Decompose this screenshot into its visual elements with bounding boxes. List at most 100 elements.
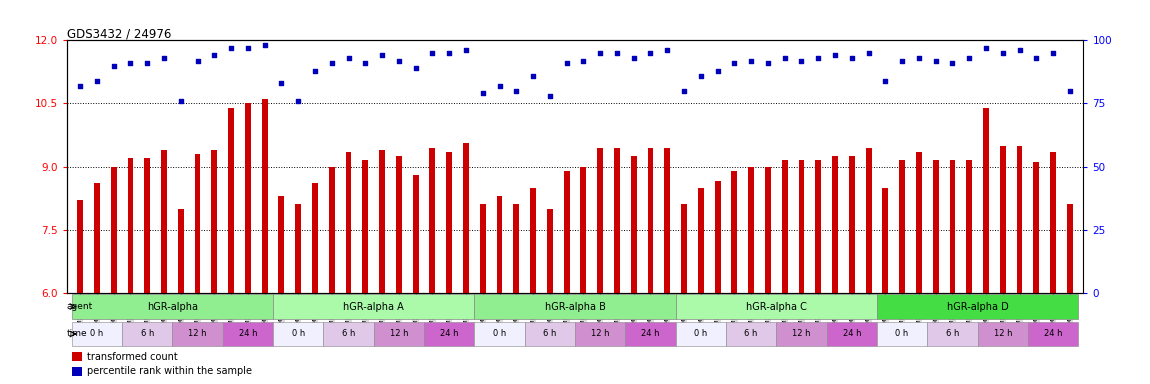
Bar [413,175,419,293]
Text: hGR-alpha C: hGR-alpha C [746,301,807,311]
Point [474,90,492,96]
Point [171,98,190,104]
Point [1044,50,1063,56]
Bar [346,152,352,293]
Bar [312,184,317,293]
Bar [463,144,469,293]
Point [490,83,508,89]
Text: 6 h: 6 h [342,329,355,338]
Bar [950,160,956,293]
Point [927,58,945,64]
Bar [1050,152,1056,293]
Bar [497,196,503,293]
Bar [966,160,972,293]
Text: hGR-alpha A: hGR-alpha A [344,301,404,311]
Point [1011,47,1029,53]
Point [607,50,626,56]
Text: 24 h: 24 h [843,329,861,338]
Text: 6 h: 6 h [945,329,959,338]
Point [138,60,156,66]
Bar [849,156,854,293]
Point [189,58,207,64]
Bar [665,147,670,293]
Bar [749,167,754,293]
Point [691,73,710,79]
Bar [927,322,978,346]
Point [558,60,576,66]
Bar [77,200,83,293]
Bar [273,294,474,319]
Point [273,80,291,86]
Bar [983,108,989,293]
Text: 0 h: 0 h [292,329,305,338]
Bar [144,158,151,293]
Point [859,50,877,56]
Bar [530,188,536,293]
Bar [110,167,116,293]
Bar [547,209,553,293]
Bar [731,171,737,293]
Point [222,45,240,51]
Text: 12 h: 12 h [591,329,610,338]
Point [440,50,459,56]
Point [1060,88,1079,94]
Point [540,93,559,99]
Point [943,60,961,66]
Text: 0 h: 0 h [493,329,506,338]
Bar [882,188,888,293]
Bar [776,322,827,346]
Text: 6 h: 6 h [543,329,557,338]
Text: 6 h: 6 h [140,329,154,338]
Text: 24 h: 24 h [642,329,660,338]
Bar [726,322,776,346]
Point [742,58,760,64]
Point [675,88,693,94]
Point [205,52,223,58]
Bar [424,322,474,346]
Bar [524,322,575,346]
Point [574,58,592,64]
Bar [329,167,335,293]
Bar [228,108,235,293]
Point [910,55,928,61]
Bar [827,322,877,346]
Bar [128,158,133,293]
Bar [71,352,82,361]
Point [810,55,828,61]
Text: GDS3432 / 24976: GDS3432 / 24976 [67,27,171,40]
Text: 24 h: 24 h [1044,329,1063,338]
Text: 0 h: 0 h [896,329,908,338]
Text: 12 h: 12 h [189,329,207,338]
Bar [564,171,569,293]
Bar [380,150,385,293]
Point [892,58,911,64]
Point [960,55,979,61]
Bar [1017,146,1022,293]
Bar [480,204,485,293]
Bar [765,167,770,293]
Bar [396,156,401,293]
Text: 0 h: 0 h [695,329,707,338]
Bar [581,167,586,293]
Point [339,55,358,61]
Bar [172,322,223,346]
Bar [681,204,687,293]
Bar [446,152,452,293]
Point [976,45,995,51]
Point [423,50,442,56]
Bar [933,160,938,293]
Text: 12 h: 12 h [390,329,408,338]
Point [826,52,844,58]
Point [708,68,727,74]
Text: time: time [67,329,87,338]
Point [843,55,861,61]
Bar [915,152,922,293]
Text: transformed count: transformed count [87,352,178,362]
Point [624,55,643,61]
Bar [71,322,122,346]
Bar [161,150,167,293]
Bar [978,322,1028,346]
Bar [676,294,877,319]
Bar [474,294,676,319]
Bar [866,147,872,293]
